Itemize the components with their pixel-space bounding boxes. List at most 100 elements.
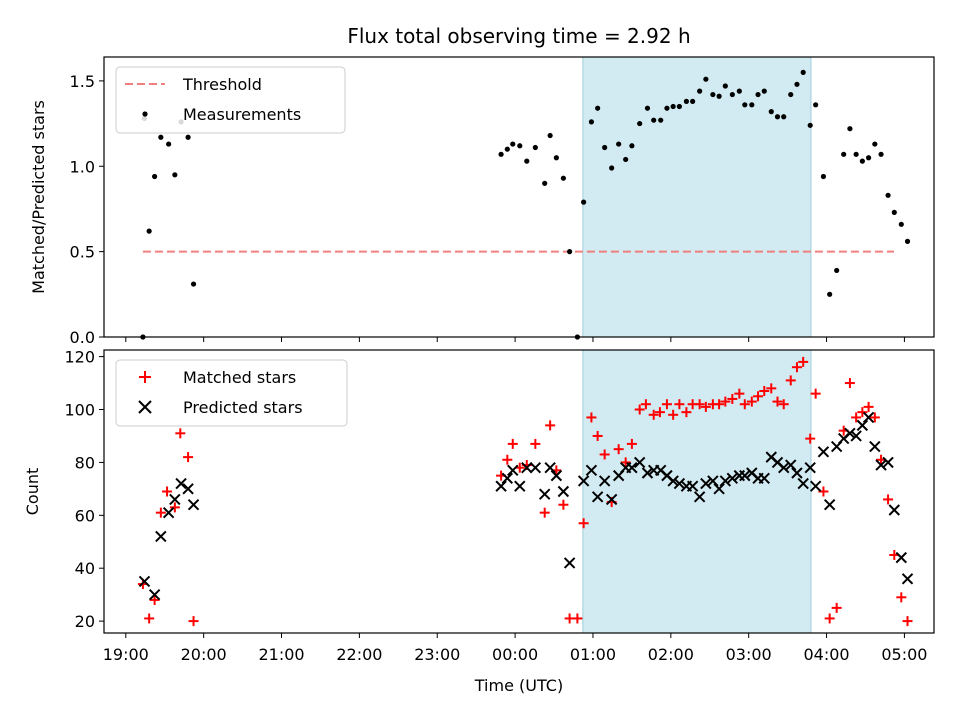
measurement-point [664,105,670,111]
x-b [507,464,519,477]
matched-stars-point [586,412,597,423]
measurement-point [788,91,794,98]
measurement-point [547,132,553,139]
predicted-stars-point [507,464,519,477]
matched-stars-point [188,616,199,627]
measurement-point [800,69,806,75]
measurement-point [146,228,152,234]
x-b [901,573,914,585]
measurement-point [820,173,827,180]
x-b [501,472,514,484]
matched-stars-point [507,438,518,449]
matched-stars-point [896,592,907,603]
x-b [791,467,803,479]
predicted-stars-point [577,475,590,487]
measurement-point [774,114,781,120]
matched-stars-point [162,486,173,497]
matched-stars-point [824,613,835,624]
matched-stars-point [694,399,705,410]
bottom-y-tick-label: 80 [75,453,95,472]
matched-stars-point [851,412,862,423]
top-y-axis-label: Matched/Predicted stars [29,100,48,294]
x-b [591,491,604,503]
predicted-stars-point [162,506,175,519]
x-tick-label: 03:00 [726,645,772,664]
measurement-point [553,155,559,161]
measurement-point [158,134,164,140]
x-b [895,551,908,564]
measurement-point [781,114,787,120]
matched-stars-point [791,362,802,373]
matched-stars-point [668,409,679,420]
measurement-point [542,180,548,186]
predicted-stars-point [875,459,887,471]
measurement-point [841,151,847,157]
legend-entry-label: Matched stars [183,368,296,387]
x-b [538,488,551,500]
measurement-point [658,117,664,123]
measurement-point [602,144,608,151]
measurement-point [498,151,504,157]
x-b [686,480,699,492]
predicted-stars-point [544,461,556,474]
predicted-stars-point [155,530,167,543]
matched-stars-point [545,420,556,431]
x-b [823,499,836,511]
measurement-point [152,173,158,180]
x-b [673,477,686,490]
predicted-stars-point [521,461,533,474]
measurement-point [703,76,709,82]
bottom-y-tick-label: 20 [75,612,95,631]
predicted-stars-point [182,483,194,495]
matched-stars-point [620,457,631,468]
measurement-point [166,141,172,147]
predicted-stars-point [563,557,576,569]
matched-stars-point [530,438,541,449]
matched-stars-point [772,396,783,407]
predicted-stars-point [187,499,200,511]
measurement-point [588,119,595,125]
legend-box [115,66,346,134]
measurement-point [644,105,651,111]
predicted-stars-point [869,440,881,453]
predicted-stars-point [538,488,551,500]
bottom-y-tick-label: 60 [75,506,95,525]
matched-stars-point [727,393,738,404]
matched-stars-point [734,388,745,399]
matched-stars-point [149,594,160,605]
matched-stars-point [869,412,880,423]
predicted-stars-point [495,480,507,492]
measurement-point [722,83,728,89]
measurement-point [532,144,538,151]
x-b [850,430,862,442]
x-b [175,477,187,490]
measurement-point [807,122,813,128]
x-b [667,475,679,487]
matched-stars-point [831,602,842,613]
matched-stars-point [502,454,513,465]
measurement-point [190,281,197,287]
matched-stars-point [169,502,180,513]
predicted-stars-point [673,477,686,490]
matched-stars-point [778,399,789,410]
measurement-point [683,98,690,104]
x-tick-label: 19:00 [103,645,149,664]
predicted-stars-point [882,456,894,469]
x-tick-label: 04:00 [803,645,849,664]
predicted-stars-point [778,461,790,474]
matched-stars-point [539,507,550,518]
matched-stars-point [805,433,816,444]
predicted-stars-point [693,491,706,503]
matched-stars-point [613,444,624,455]
legend-measurement-swatch [142,111,148,117]
predicted-stars-point [817,446,830,458]
x-b [856,419,869,432]
x-b [817,446,830,458]
matched-stars-point [144,613,155,624]
predicted-stars-point [514,480,526,492]
x-b [746,467,758,479]
predicted-stars-point [641,467,654,479]
measurement-point [859,158,865,164]
top-y-tick-label: 0.5 [70,243,95,262]
legend-entry-label: Threshold [182,75,262,94]
